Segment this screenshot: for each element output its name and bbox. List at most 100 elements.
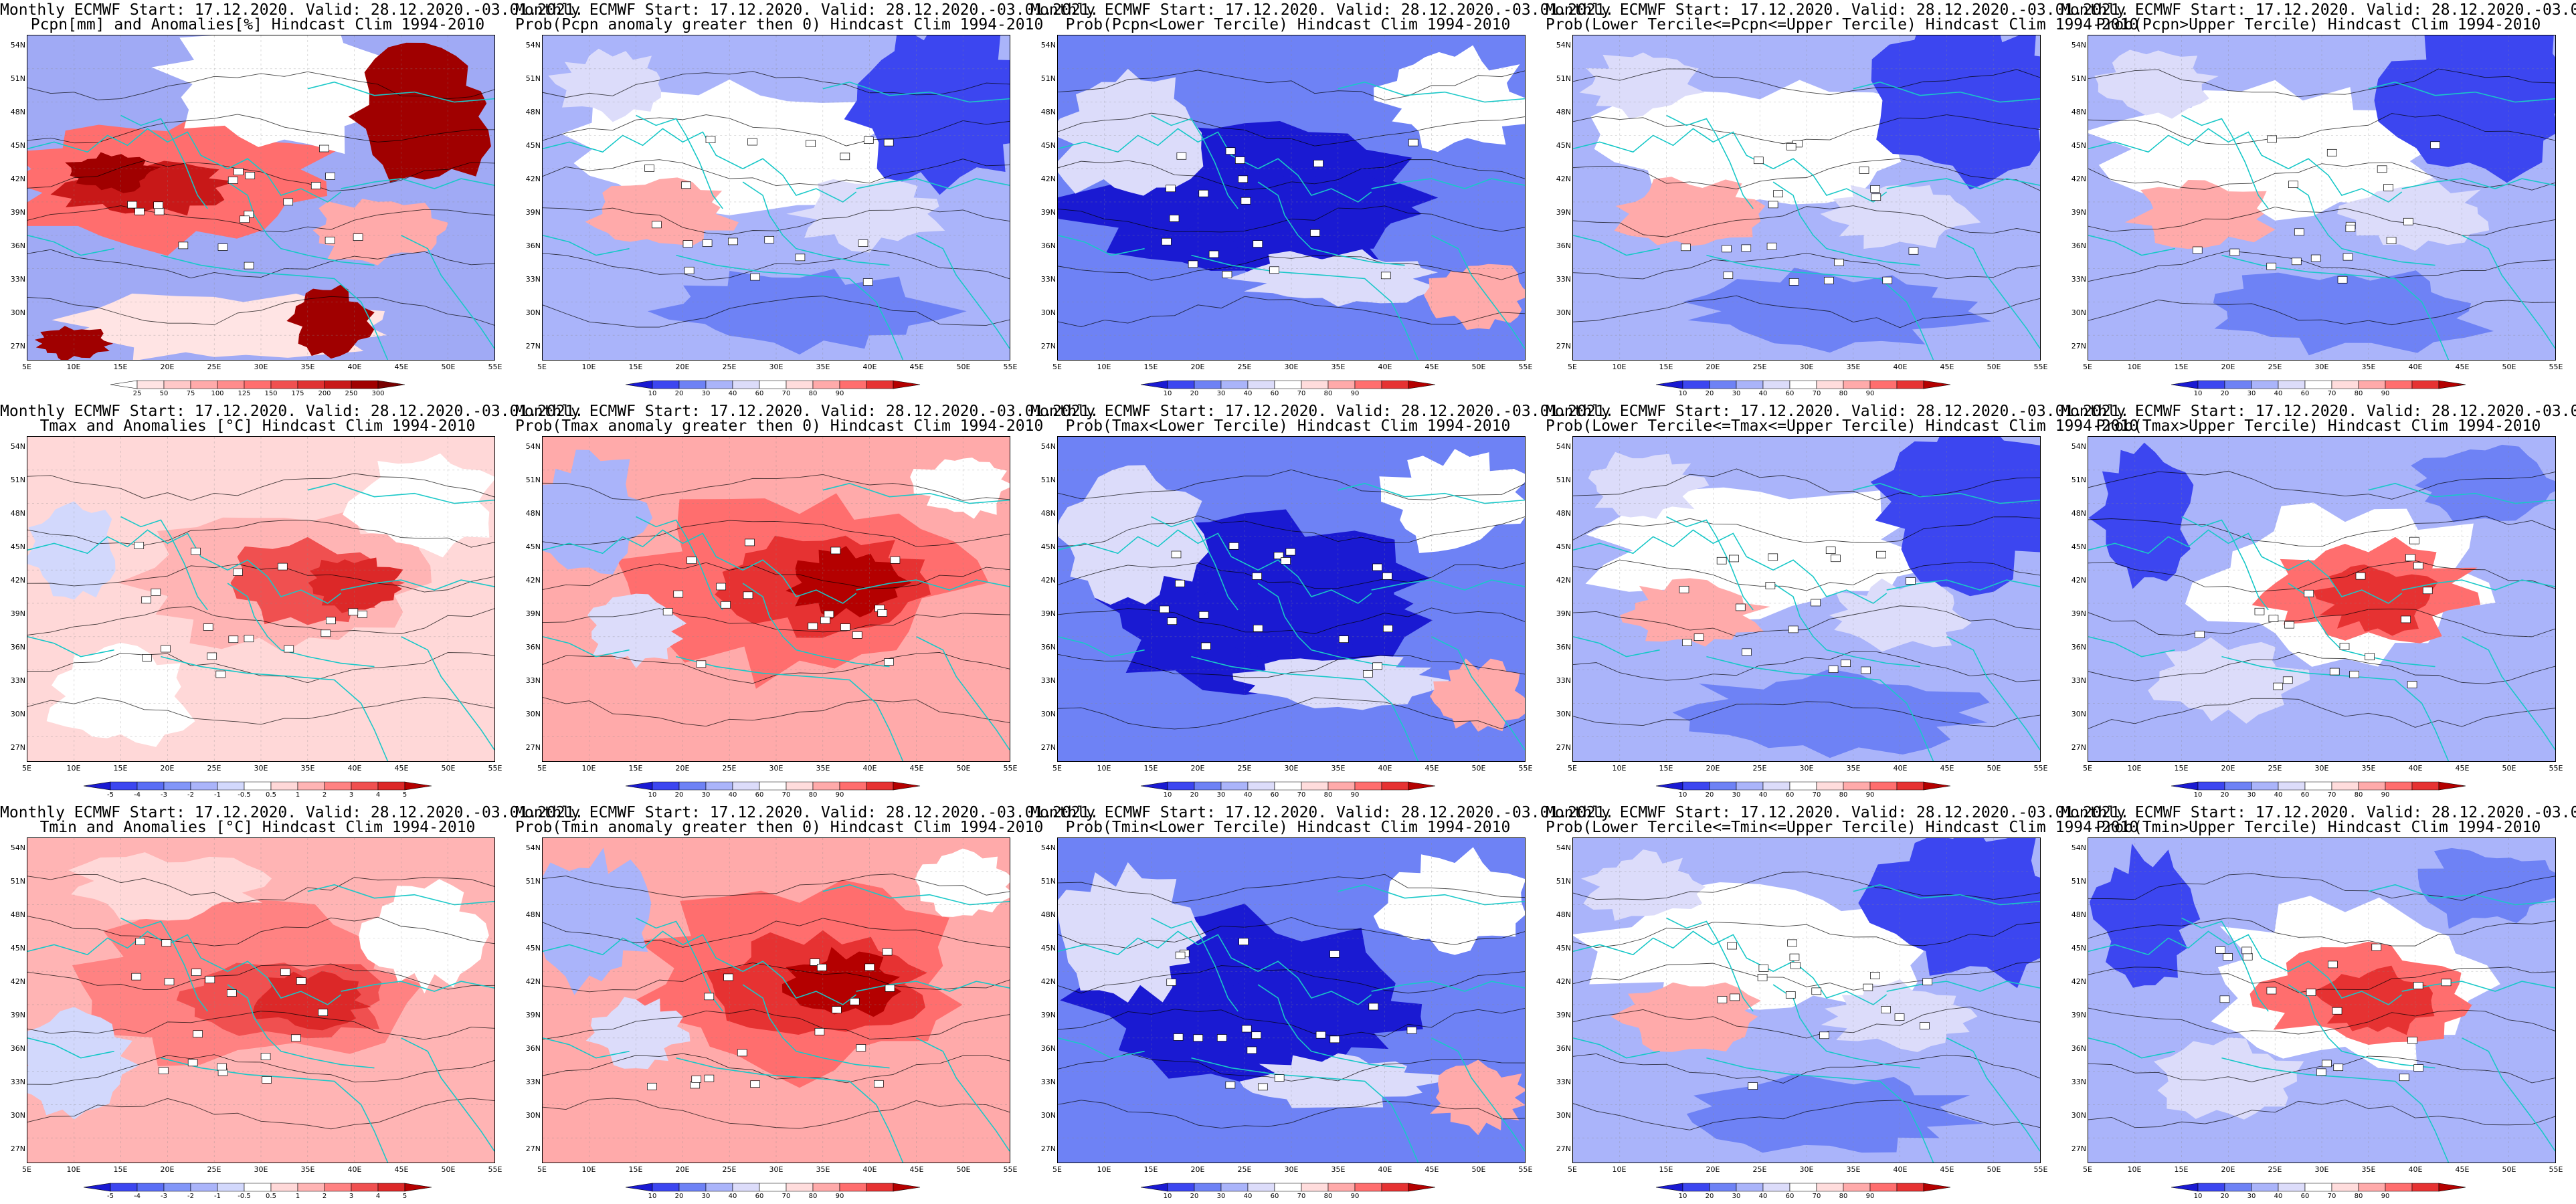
colorbar-swatch (732, 1183, 760, 1192)
station-marker (686, 557, 697, 565)
coastline (1706, 254, 1934, 360)
shaded-region (2090, 843, 2201, 988)
contour-line (1058, 697, 1525, 730)
coastline (1058, 128, 1372, 203)
coastline (2288, 181, 2435, 266)
latitude-label: 27N (1556, 1144, 1571, 1153)
station-marker (745, 538, 755, 546)
station-marker (2266, 987, 2277, 995)
latitude-label: 54N (1556, 843, 1571, 852)
station-marker (1162, 237, 1172, 245)
station-marker (1882, 276, 1893, 284)
longitude-label: 5E (1052, 764, 1062, 773)
station-marker (217, 243, 228, 251)
station-marker (1757, 974, 1768, 981)
longitude-label: 45E (394, 764, 409, 773)
latitude-label: 27N (1040, 342, 1056, 350)
colorbar-swatch (83, 1183, 111, 1192)
station-marker (864, 963, 875, 971)
station-marker (325, 173, 335, 180)
contour-line (1058, 255, 1525, 281)
colorbar-swatch (83, 781, 111, 791)
longitude-label: 50E (441, 363, 456, 371)
station-marker (1380, 272, 1391, 280)
coastline (636, 114, 723, 209)
station-marker (1870, 972, 1880, 979)
longitude-label: 40E (2408, 764, 2423, 773)
shaded-region (2094, 49, 2219, 119)
shaded-region (786, 178, 945, 253)
latitude-label: 45N (1556, 944, 1571, 952)
colorbar-tick-label: 40 (1758, 1193, 1768, 1200)
map-panel: Monthly ECMWF Start: 17.12.2020. Valid: … (1030, 401, 1614, 803)
longitude-label: 35E (816, 1165, 830, 1174)
longitude-label: 20E (1706, 363, 1720, 371)
colorbar-swatch (244, 781, 272, 791)
station-marker (1871, 193, 1881, 201)
longitude-label: 20E (2221, 363, 2235, 371)
station-marker (1881, 1006, 1891, 1013)
latitude-label: 51N (1556, 877, 1571, 886)
colorbar-swatch (839, 1183, 867, 1192)
coastline (1772, 583, 1920, 668)
colorbar-tick-label: 60 (1270, 1193, 1279, 1200)
colorbar-tick-label: 20 (674, 390, 684, 397)
colorbar-tick-label: 1 (295, 791, 300, 799)
shaded-region (1373, 847, 1525, 955)
station-marker (681, 181, 691, 189)
latitude-label: 27N (2071, 342, 2086, 350)
colorbar-tick-label: 40 (2274, 791, 2283, 799)
panel-subtitle: Prob(Pcpn anomaly greater then 0) Hindca… (515, 16, 1044, 33)
longitude-label: 35E (1331, 363, 1346, 371)
colorbar-swatch (1869, 1183, 1898, 1192)
longitude-label: 25E (722, 764, 737, 773)
coastline (1772, 181, 1920, 266)
colorbar-tick-label: 4 (375, 791, 381, 799)
colorbar-swatch (2304, 380, 2332, 389)
station-marker (877, 609, 888, 617)
longitude-label: 55E (2549, 363, 2563, 371)
station-marker (1252, 573, 1262, 580)
map-svg (2088, 838, 2555, 1163)
colorbar-swatch (1301, 380, 1329, 389)
latitude-label: 54N (1040, 442, 1056, 451)
panel-title: Monthly ECMWF Start: 17.12.2020. Valid: … (0, 403, 584, 420)
station-marker (1382, 573, 1392, 580)
colorbar-tick-label: 20 (1705, 390, 1714, 397)
longitude-label: 40E (347, 1165, 362, 1174)
longitude-label: 5E (2083, 764, 2092, 773)
latitude-label: 27N (2071, 1144, 2086, 1153)
colorbar-swatch (1327, 781, 1356, 791)
colorbar-tick-label: 70 (1297, 1193, 1306, 1200)
colorbar-tick-label: 2 (322, 1193, 327, 1200)
latitude-label: 51N (2071, 476, 2086, 484)
colorbar-swatch (136, 781, 165, 791)
latitude-label: 30N (10, 710, 25, 718)
longitude-label: 25E (1237, 764, 1252, 773)
longitude-label: 25E (1237, 1165, 1252, 1174)
coastline (1257, 583, 1405, 668)
colorbar-tick-label: -3 (161, 791, 167, 799)
station-marker (1253, 240, 1263, 247)
latitude-label: 48N (10, 108, 25, 116)
latitude-label: 30N (525, 308, 541, 317)
colorbar-swatch (1709, 1183, 1737, 1192)
station-marker (1159, 605, 1170, 613)
longitude-label: 15E (1143, 1165, 1158, 1174)
colorbar-swatch (217, 380, 245, 389)
colorbar-swatch (2438, 380, 2466, 389)
colorbar-swatch (324, 781, 352, 791)
coastline (2368, 482, 2555, 504)
station-marker (2316, 1068, 2326, 1076)
latitude-label: 39N (2071, 208, 2086, 217)
station-marker (1338, 635, 1349, 643)
station-marker (723, 973, 733, 981)
station-marker (318, 1009, 329, 1016)
longitude-label: 30E (254, 764, 268, 773)
colorbar-swatch (244, 1183, 272, 1192)
colorbar-tick-label: 60 (2300, 390, 2310, 397)
station-marker (2332, 1007, 2342, 1015)
coastline (1058, 234, 1145, 256)
station-marker (1758, 965, 1769, 972)
longitude-label: 55E (2549, 1165, 2563, 1174)
